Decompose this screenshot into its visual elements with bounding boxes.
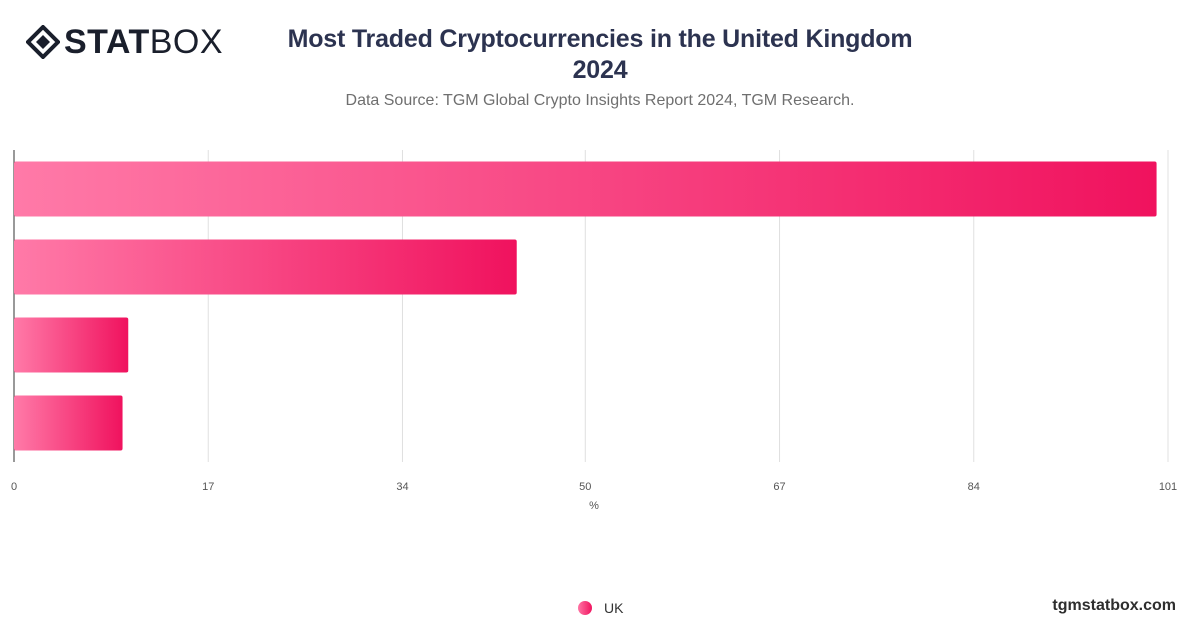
x-tick-label: 67 [773, 481, 785, 493]
chart-title-line1: Most Traded Cryptocurrencies in the Unit… [287, 25, 913, 53]
diamond-logo-icon [26, 25, 60, 59]
x-tick-label: 0 [11, 481, 17, 493]
legend-swatch [578, 601, 592, 615]
chart-title: Most Traded Cryptocurrencies in the Unit… [250, 24, 950, 86]
chart-title-line2: 2024 [572, 56, 628, 84]
bar[interactable] [14, 395, 123, 451]
x-tick-label: 84 [968, 481, 980, 493]
logo-word-bold: STAT [64, 23, 150, 61]
bar[interactable] [14, 317, 129, 373]
bar[interactable] [14, 239, 517, 295]
logo-word-thin: BOX [149, 23, 224, 61]
x-tick-label: 101 [1159, 481, 1177, 493]
bar[interactable] [14, 161, 1157, 217]
legend[interactable]: UK [578, 600, 623, 616]
statbox-logo: STATBOX [26, 22, 231, 62]
legend-label-uk: UK [604, 600, 624, 616]
x-axis-label: % [589, 500, 599, 512]
x-tick-label: 34 [396, 481, 408, 493]
footer-site: tgmstatbox.com [1052, 597, 1176, 614]
logo-wordmark: STATBOX [64, 25, 223, 59]
bar-chart: 0 17 34 50 67 84 101 % [11, 150, 1177, 512]
x-tick-label: 17 [202, 481, 214, 493]
x-tick-label: 50 [579, 481, 591, 493]
chart-subtitle: Data Source: TGM Global Crypto Insights … [345, 92, 855, 109]
